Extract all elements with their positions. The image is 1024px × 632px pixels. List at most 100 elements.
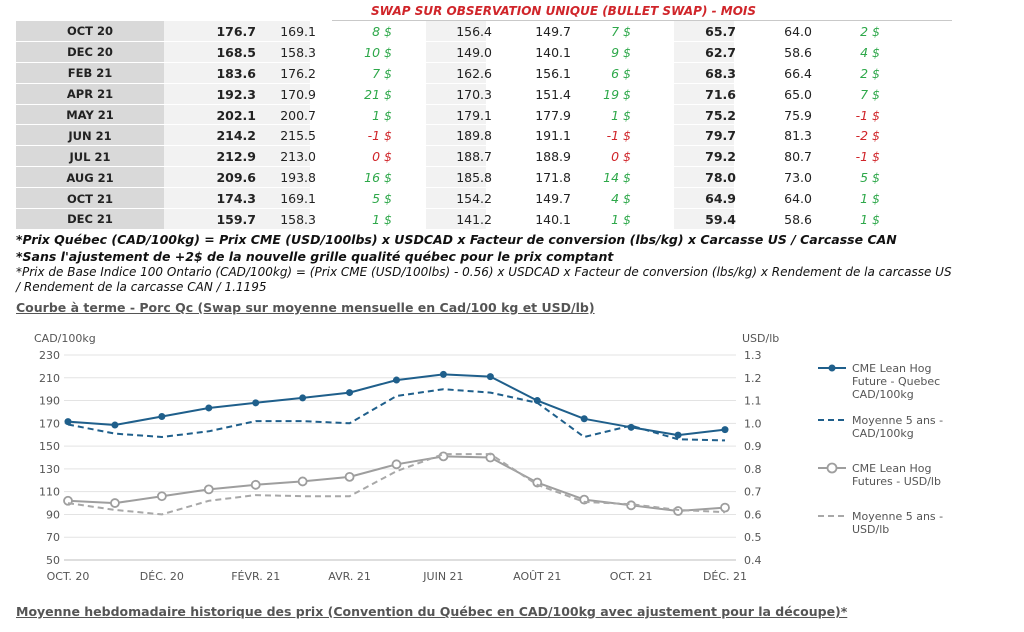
cell-quebec-diff: 21 $ <box>364 86 392 102</box>
cell-ontario-diff: 0 $ <box>611 149 631 165</box>
cell-ontario-diff: 19 $ <box>603 86 631 102</box>
cell-ontario-swap: 170.3 <box>456 86 492 102</box>
row-band <box>426 83 486 105</box>
legend-label: Moyenne 5 ans - <box>852 414 943 427</box>
data-point <box>486 373 494 381</box>
row-band <box>16 209 164 230</box>
series-line-3 <box>67 453 726 516</box>
cell-month: FEB 21 <box>67 66 113 81</box>
cell-usd-diff: 1 $ <box>860 191 880 207</box>
row-band <box>164 146 310 168</box>
cell-quebec-avg5: 170.9 <box>280 86 316 102</box>
row-band <box>164 62 310 84</box>
row-band <box>16 104 164 126</box>
y-right-tick-label: 1.3 <box>744 349 762 362</box>
table-row: OCT 20 176.7 169.1 8 $ 156.4 149.7 7 $ 65.7 64.0… <box>16 21 936 42</box>
cell-ontario-diff: 4 $ <box>611 191 631 207</box>
legend-label: CME Lean Hog <box>852 462 932 475</box>
data-point <box>439 370 447 378</box>
row-band <box>426 21 486 42</box>
cell-usd-diff: -1 $ <box>855 149 880 165</box>
y-right-tick-label: 0.8 <box>744 463 762 476</box>
y-right-tick-label: 0.6 <box>744 508 762 521</box>
cell-ontario-diff: 14 $ <box>603 170 631 186</box>
row-band <box>426 41 486 63</box>
chart-axes: 50 70 90 110 130 150 170 190 210 230 0.4 0.5 0.6 0.7 0… <box>34 332 779 583</box>
row-band <box>16 145 936 147</box>
legend-label: Futures - USD/lb <box>852 475 941 488</box>
row-band <box>674 41 734 63</box>
cell-ontario-avg5: 140.1 <box>535 211 571 227</box>
cell-usd-swap: 59.4 <box>705 211 736 227</box>
legend-item: Moyenne 5 ans -CAD/100kg <box>818 414 943 440</box>
row-band <box>674 167 734 189</box>
cell-quebec-swap: 183.6 <box>216 65 256 81</box>
row-band <box>16 125 164 147</box>
cell-quebec-diff: 16 $ <box>364 170 392 186</box>
section-title-weekly-average: Moyenne hebdomadaire historique des prix… <box>16 604 848 619</box>
cell-usd-diff: 1 $ <box>860 211 880 227</box>
chart-plot-area <box>63 370 730 516</box>
data-point <box>580 415 588 423</box>
data-point <box>344 471 355 482</box>
row-band <box>426 125 486 147</box>
row-band <box>16 167 164 189</box>
legend-label: CME Lean Hog <box>852 362 932 375</box>
cell-usd-swap: 62.7 <box>705 44 736 60</box>
cell-usd-swap: 79.2 <box>705 149 736 165</box>
cell-month: AUG 21 <box>66 170 114 185</box>
data-point <box>250 479 261 490</box>
legend-label: Moyenne 5 ans - <box>852 510 943 523</box>
x-tick-label: AOÛT 21 <box>513 570 561 583</box>
y-left-tick-label: 130 <box>39 463 60 476</box>
y-right-tick-label: 0.4 <box>744 554 762 567</box>
row-band <box>164 188 310 210</box>
cell-quebec-swap: 202.1 <box>216 107 256 123</box>
table-title-rule <box>332 20 952 21</box>
row-band <box>16 188 164 210</box>
row-band <box>16 166 936 168</box>
cell-quebec-avg5: 200.7 <box>280 107 316 123</box>
data-point <box>156 491 167 502</box>
cell-usd-diff: -1 $ <box>855 107 880 123</box>
row-band <box>426 209 486 230</box>
data-point <box>252 399 260 407</box>
data-point <box>205 404 213 412</box>
row-band <box>16 41 164 63</box>
cell-usd-diff: 2 $ <box>860 65 880 81</box>
row-band <box>16 62 164 84</box>
row-band <box>674 21 734 42</box>
row-band <box>16 124 936 126</box>
row-band <box>674 209 734 230</box>
row-band <box>164 83 310 105</box>
cell-quebec-swap: 176.7 <box>216 23 256 39</box>
cell-quebec-swap: 168.5 <box>216 44 256 60</box>
cell-quebec-diff: 7 $ <box>372 65 392 81</box>
cell-usd-avg5: 81.3 <box>784 128 812 144</box>
y-left-tick-label: 190 <box>39 395 60 408</box>
cell-month: JUN 21 <box>68 128 112 143</box>
row-band <box>674 83 734 105</box>
cell-ontario-diff: 7 $ <box>611 23 631 39</box>
y-left-tick-label: 170 <box>39 417 60 430</box>
row-band <box>16 103 936 105</box>
y-right-axis-label: USD/lb <box>742 332 779 345</box>
row-band <box>16 83 164 105</box>
cell-quebec-diff: -1 $ <box>367 128 392 144</box>
table-row: APR 21 192.3 170.9 21 $ 170.3 151.4 19 $ 71.6 65… <box>16 83 936 105</box>
row-band <box>164 167 310 189</box>
cell-quebec-avg5: 169.1 <box>280 191 316 207</box>
cell-usd-diff: -2 $ <box>855 128 880 144</box>
x-tick-label: DÉC. 21 <box>703 570 747 583</box>
row-band <box>16 61 936 63</box>
row-band <box>16 208 936 210</box>
y-right-tick-label: 0.7 <box>744 486 762 499</box>
data-point <box>533 397 541 405</box>
row-band <box>16 228 936 230</box>
row-band <box>164 104 310 126</box>
cell-quebec-avg5: 176.2 <box>280 65 316 81</box>
cell-ontario-swap: 185.8 <box>456 170 492 186</box>
data-point <box>203 484 214 495</box>
